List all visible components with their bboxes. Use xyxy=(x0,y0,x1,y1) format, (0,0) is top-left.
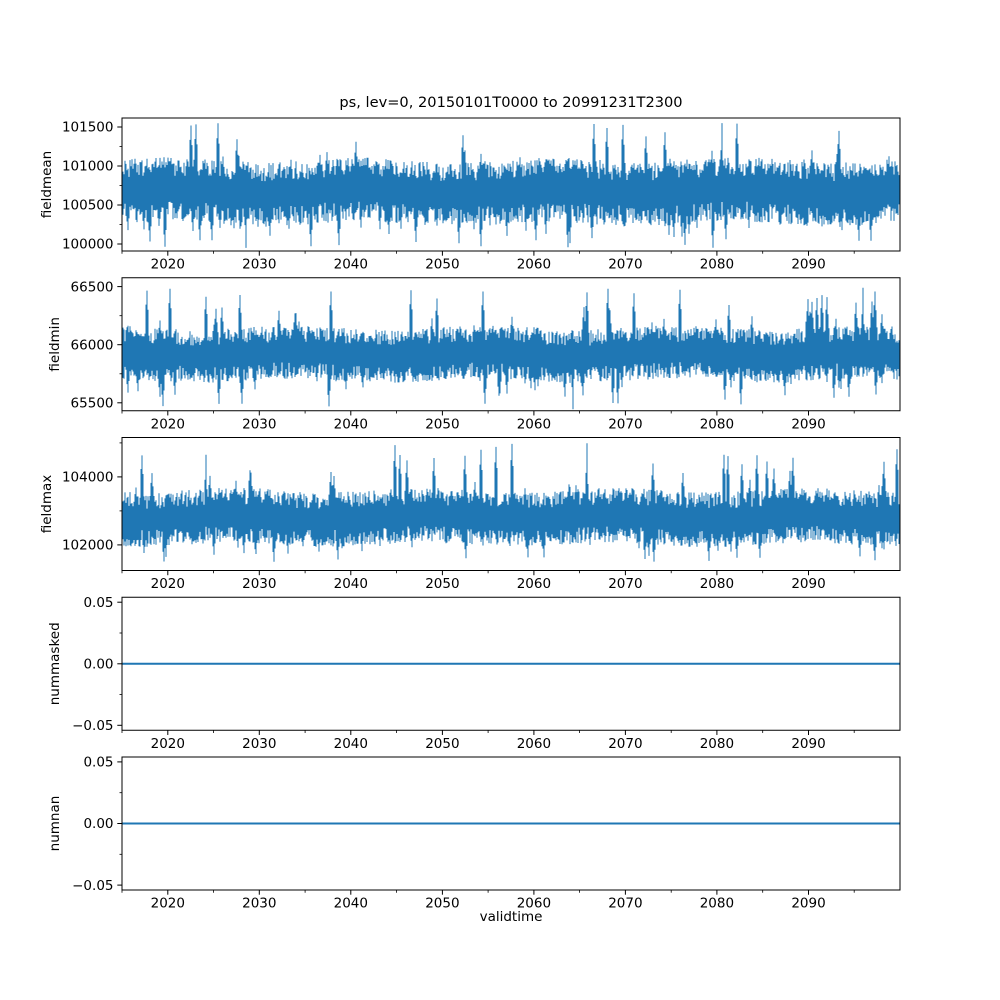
x-tick-label: 2090 xyxy=(791,257,825,273)
x-tick-label: 2030 xyxy=(242,736,276,752)
x-tick-label: 2060 xyxy=(517,257,551,273)
x-tick-label: 2090 xyxy=(791,896,825,912)
x-tick-label: 2080 xyxy=(700,896,734,912)
y-tick-label: 66500 xyxy=(71,279,114,295)
x-tick-label: 2050 xyxy=(425,576,459,592)
x-tick-label: 2090 xyxy=(791,416,825,432)
x-tick-label: 2070 xyxy=(608,896,642,912)
x-tick-label: 2020 xyxy=(151,896,185,912)
subplot-numnan: 2020 2030 2040 2050 2060 2070 2080 2090 −0.05 0.0… xyxy=(47,755,901,912)
y-tick-label: −0.05 xyxy=(72,878,113,894)
x-tick-label: 2070 xyxy=(608,416,642,432)
axes-frame xyxy=(121,437,901,571)
series-fieldmin xyxy=(121,287,900,410)
x-tick-label: 2040 xyxy=(334,736,368,752)
y-axis-label-numnan: numnan xyxy=(47,796,63,852)
axes-frame xyxy=(121,117,901,252)
x-tick-label: 2050 xyxy=(425,896,459,912)
y-tick-label: 0.05 xyxy=(83,595,113,611)
subplot-fieldmax: 2020 2030 2040 2050 2060 2070 2080 2090 102000 10… xyxy=(39,437,901,592)
x-tick-label: 2060 xyxy=(517,736,551,752)
x-tick-label: 2030 xyxy=(242,257,276,273)
x-tick-label: 2050 xyxy=(425,416,459,432)
x-tick-label: 2020 xyxy=(151,416,185,432)
y-tick-label: 100000 xyxy=(62,237,114,253)
y-axis-label-fieldmean: fieldmean xyxy=(39,151,55,218)
x-tick-label: 2060 xyxy=(517,576,551,592)
subplot-fieldmin: 2020 2030 2040 2050 2060 2070 2080 2090 65500 660… xyxy=(47,277,901,432)
y-tick-label: 66000 xyxy=(71,337,114,353)
x-tick-label: 2050 xyxy=(425,736,459,752)
y-tick-label: 100500 xyxy=(62,198,114,214)
y-tick-label: 101000 xyxy=(62,159,114,175)
x-tick-label: 2070 xyxy=(608,736,642,752)
x-tick-label: 2020 xyxy=(151,736,185,752)
x-tick-label: 2070 xyxy=(608,257,642,273)
subplot-fieldmean: 2020 2030 2040 2050 2060 2070 2080 2090 100000 10… xyxy=(39,117,901,273)
series-fieldmax xyxy=(121,443,900,562)
x-tick-label: 2060 xyxy=(517,416,551,432)
x-tick-label: 2080 xyxy=(700,736,734,752)
x-tick-label: 2080 xyxy=(700,576,734,592)
y-axis-label-fieldmin: fieldmin xyxy=(47,317,63,372)
x-tick-label: 2080 xyxy=(700,416,734,432)
x-tick-label: 2050 xyxy=(425,257,459,273)
subplot-nummasked: 2020 2030 2040 2050 2060 2070 2080 2090 −0.05 0.0… xyxy=(47,595,901,752)
y-tick-label: 0.00 xyxy=(83,816,113,832)
y-tick-label: 0.00 xyxy=(83,657,113,673)
x-tick-label: 2040 xyxy=(334,416,368,432)
x-tick-label: 2020 xyxy=(151,576,185,592)
x-tick-label: 2040 xyxy=(334,257,368,273)
y-axis-label-fieldmax: fieldmax xyxy=(39,475,55,534)
x-tick-label: 2030 xyxy=(242,416,276,432)
chart-title: ps, lev=0, 20150101T0000 to 20991231T230… xyxy=(339,94,683,111)
x-tick-label: 2090 xyxy=(791,576,825,592)
x-axis-label: validtime xyxy=(479,909,543,925)
x-tick-label: 2040 xyxy=(334,896,368,912)
y-tick-label: 102000 xyxy=(62,538,114,554)
x-tick-label: 2070 xyxy=(608,576,642,592)
x-tick-label: 2040 xyxy=(334,576,368,592)
y-axis-label-nummasked: nummasked xyxy=(47,622,63,705)
x-tick-label: 2080 xyxy=(700,257,734,273)
x-tick-label: 2090 xyxy=(791,736,825,752)
series-fieldmean xyxy=(121,123,900,248)
x-tick-label: 2060 xyxy=(517,896,551,912)
y-tick-label: −0.05 xyxy=(72,718,113,734)
y-tick-label: 101500 xyxy=(62,120,114,136)
x-tick-label: 2020 xyxy=(151,257,185,273)
y-tick-label: 65500 xyxy=(71,396,114,412)
y-tick-label: 104000 xyxy=(62,470,114,486)
x-tick-label: 2030 xyxy=(242,576,276,592)
x-tick-label: 2030 xyxy=(242,896,276,912)
y-tick-label: 0.05 xyxy=(83,755,113,771)
